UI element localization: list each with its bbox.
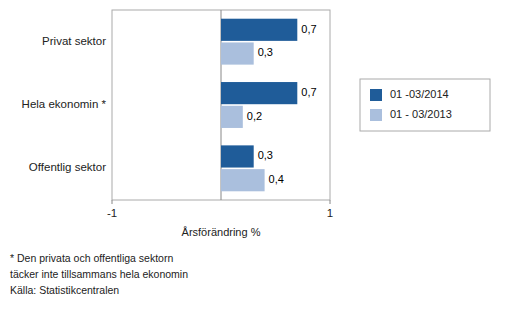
legend-label: 01 - 03/2013: [390, 108, 452, 120]
chart: 0,3 0,7 0,7 0,4 0,2 0,3 Offentlig sektor Hela e…: [0, 0, 517, 323]
bar: [221, 106, 243, 128]
legend-swatch: [370, 89, 382, 101]
legend-box: [360, 79, 490, 131]
bar: [221, 42, 254, 64]
category-label: Hela ekonomin *: [22, 98, 107, 110]
data-labels: 0,3 0,7 0,7 0,4 0,2 0,3: [247, 23, 317, 185]
data-label: 0,3: [258, 46, 273, 58]
data-label: 0,7: [301, 23, 316, 35]
data-label: 0,3: [258, 149, 273, 161]
x-tick: [330, 200, 331, 204]
footnote: täcker inte tillsammans hela ekonomin: [10, 268, 188, 280]
chart-container: 0,3 0,7 0,7 0,4 0,2 0,3 Offentlig sektor Hela e…: [0, 0, 517, 323]
data-label: 0,2: [247, 110, 262, 122]
data-label: 0,7: [301, 86, 316, 98]
legend-swatch: [370, 109, 382, 121]
bar: [221, 169, 265, 191]
legend-label: 01 -03/2014: [390, 88, 449, 100]
bars: [221, 19, 297, 192]
footnote: Källa: Statistikcentralen: [10, 284, 119, 296]
bar: [221, 19, 297, 41]
plot-frame: [112, 10, 330, 200]
x-tick-label: -1: [107, 207, 117, 219]
x-axis-label: Årsförändring %: [182, 226, 261, 238]
category-label: Privat sektor: [42, 35, 106, 47]
bar: [221, 145, 254, 167]
category-label: Offentlig sektor: [29, 161, 106, 173]
footnote: * Den privata och offentliga sektorn: [10, 252, 173, 264]
bar: [221, 82, 297, 104]
legend: 01 -03/2014 01 - 03/2013: [360, 79, 490, 131]
x-tick: [112, 200, 113, 204]
x-tick-label: 1: [327, 207, 333, 219]
data-label: 0,4: [269, 173, 284, 185]
